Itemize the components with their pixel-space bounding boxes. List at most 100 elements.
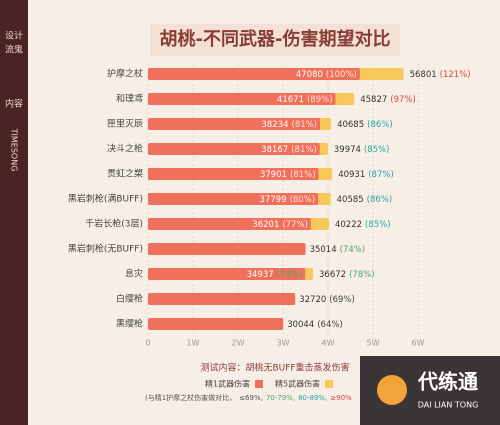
bar — [148, 318, 284, 330]
percent: (81%) — [292, 120, 318, 130]
x-tick-label: 3W — [277, 339, 290, 348]
value-label: 35014 (74%) — [310, 245, 366, 255]
percent: (64%) — [317, 320, 343, 330]
value: 38167 — [261, 145, 288, 155]
value: 39974 — [334, 145, 361, 155]
note-part: (与精1护摩之杖伤害做对比， — [145, 393, 236, 402]
bar — [148, 118, 321, 130]
chart-title: 胡桃-不同武器-伤害期望对比 — [160, 28, 391, 50]
sidebar-text: 内容 — [5, 98, 23, 110]
x-tick-label: 6W — [412, 339, 425, 348]
percent: (100%) — [326, 70, 357, 80]
value: 45827 — [360, 95, 387, 105]
percent: (80%) — [290, 195, 316, 205]
sidebar-text: TIMESONG — [10, 128, 19, 172]
x-tick-label: 1W — [187, 339, 200, 348]
watermark: 代练通 DAI LIAN TONG — [360, 356, 500, 425]
value: 34937 — [247, 270, 274, 280]
percent: (74%) — [340, 245, 366, 255]
legend-label: 精1武器伤害 — [205, 379, 250, 389]
category-label: 护摩之杖 — [107, 68, 143, 80]
x-tick-label: 4W — [322, 339, 335, 348]
value-label: 41671 (89%) — [277, 95, 333, 105]
x-tick-label: 0 — [145, 339, 150, 348]
percent: (74%) — [277, 270, 303, 280]
value-label: 36672 (78%) — [319, 270, 375, 280]
percent: (81%) — [290, 170, 316, 180]
legend-swatch — [325, 380, 333, 388]
bar — [148, 143, 320, 155]
note-part: ≤69%, — [239, 394, 263, 402]
sidebar-text: 设计 — [5, 30, 23, 42]
percent: (85%) — [364, 145, 390, 155]
value-label: 34937 (74%) — [247, 270, 303, 280]
category-label: 黑岩刺枪(满BUFF) — [68, 193, 143, 205]
value: 41671 — [277, 95, 304, 105]
x-tick-label: 2W — [232, 339, 245, 348]
value-label: 37799 (80%) — [260, 195, 316, 205]
category-label: 匣里灭辰 — [107, 119, 143, 130]
value: 40222 — [335, 220, 362, 230]
title-box — [150, 24, 400, 56]
percent: (86%) — [367, 120, 393, 130]
percent: (87%) — [368, 170, 394, 180]
value: 37901 — [260, 170, 287, 180]
bar — [148, 168, 319, 180]
note-part: 80-89%, — [298, 394, 327, 402]
value: 32720 — [299, 295, 326, 305]
value: 36672 — [319, 270, 346, 280]
note-part: 70-79%, — [266, 394, 295, 402]
percent: (81%) — [291, 145, 317, 155]
bar — [148, 193, 319, 205]
percent: (77%) — [282, 220, 308, 230]
x-tick-label: 5W — [367, 339, 380, 348]
value-label: 40222 (85%) — [335, 220, 391, 230]
percent: (86%) — [367, 195, 393, 205]
value: 30044 — [287, 320, 314, 330]
bar — [148, 93, 336, 105]
value: 38234 — [261, 120, 288, 130]
percent: (89%) — [307, 95, 333, 105]
bar — [148, 68, 360, 80]
percent: (97%) — [390, 95, 416, 105]
value-label: 36201 (77%) — [252, 220, 308, 230]
percent: (85%) — [365, 220, 391, 230]
sidebar-text: 流鬼 — [5, 44, 23, 56]
value-label: 39974 (85%) — [334, 145, 390, 155]
category-label: 决斗之枪 — [107, 143, 143, 155]
legend-swatch — [255, 380, 263, 388]
category-label: 黑岩刺枪(无BUFF) — [68, 243, 143, 255]
bar — [148, 243, 306, 255]
category-label: 和璞鸢 — [116, 93, 143, 105]
value: 35014 — [310, 245, 337, 255]
category-label: 黑缨枪 — [116, 318, 143, 330]
watermark-sub: DAI LIAN TONG — [418, 401, 479, 410]
value: 37799 — [260, 195, 287, 205]
value: 40585 — [337, 195, 364, 205]
category-label: 白缨枪 — [116, 293, 143, 305]
value-label: 47080 (100%) — [296, 70, 357, 80]
footer: 测试内容：胡桃无BUFF重击蒸发伤害 — [200, 362, 349, 374]
value: 40685 — [337, 120, 364, 130]
bar — [148, 218, 311, 230]
value: 36201 — [252, 220, 279, 230]
note-part: ≥90% — [330, 394, 352, 402]
value-label: 38234 (81%) — [261, 120, 317, 130]
category-label: 贯虹之槊 — [107, 168, 143, 180]
value: 56801 — [410, 70, 437, 80]
sidebar — [0, 0, 28, 425]
percent: (121%) — [440, 70, 471, 80]
value: 40931 — [338, 170, 365, 180]
value-label: 32720 (69%) — [299, 295, 355, 305]
value-label: 56801 (121%) — [410, 70, 471, 80]
value-label: 45827 (97%) — [360, 95, 416, 105]
note: (与精1护摩之杖伤害做对比， ≤69%, 70-79%, 80-89%, ≥90% — [145, 393, 352, 402]
value: 47080 — [296, 70, 323, 80]
value-label: 38167 (81%) — [261, 145, 317, 155]
category-label: 千岩长枪(3层) — [85, 218, 143, 230]
value-label: 40685 (86%) — [337, 120, 393, 130]
percent: (69%) — [329, 295, 355, 305]
bar — [148, 268, 306, 280]
watermark-name: 代练通 — [417, 370, 478, 394]
